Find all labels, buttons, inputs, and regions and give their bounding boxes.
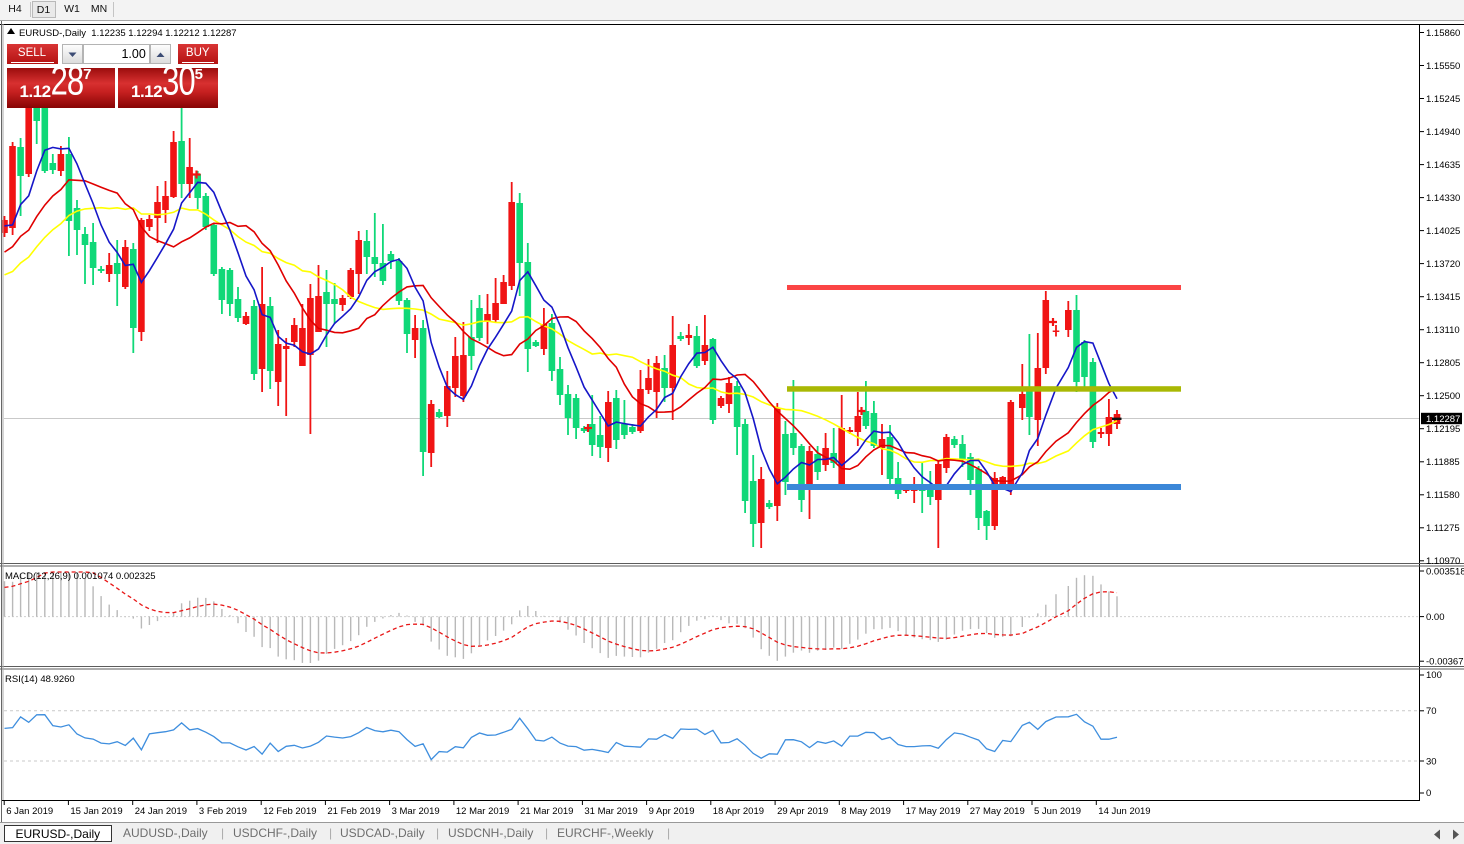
- svg-text:1.14330: 1.14330: [1426, 193, 1460, 204]
- svg-text:1.15860: 1.15860: [1426, 28, 1460, 39]
- svg-text:1.12500: 1.12500: [1426, 391, 1460, 402]
- svg-text:12 Feb 2019: 12 Feb 2019: [263, 806, 316, 817]
- svg-text:6 Jan 2019: 6 Jan 2019: [6, 806, 53, 817]
- svg-text:0.003518: 0.003518: [1426, 566, 1464, 577]
- svg-text:5 Jun 2019: 5 Jun 2019: [1034, 806, 1081, 817]
- svg-text:24 Jan 2019: 24 Jan 2019: [135, 806, 187, 817]
- svg-text:1.10970: 1.10970: [1426, 556, 1460, 567]
- svg-text:1.15550: 1.15550: [1426, 61, 1460, 72]
- svg-text:14 Jun 2019: 14 Jun 2019: [1098, 806, 1150, 817]
- svg-text:21 Mar 2019: 21 Mar 2019: [520, 806, 573, 817]
- svg-text:9 Apr 2019: 9 Apr 2019: [649, 806, 695, 817]
- svg-text:1.13720: 1.13720: [1426, 259, 1460, 270]
- svg-text:3 Mar 2019: 3 Mar 2019: [392, 806, 440, 817]
- svg-text:1.15245: 1.15245: [1426, 94, 1460, 105]
- svg-text:1.12805: 1.12805: [1426, 358, 1460, 369]
- svg-text:21 Feb 2019: 21 Feb 2019: [327, 806, 380, 817]
- svg-text:1.14635: 1.14635: [1426, 160, 1460, 171]
- svg-text:17 May 2019: 17 May 2019: [906, 806, 961, 817]
- svg-text:1.11275: 1.11275: [1426, 523, 1460, 534]
- svg-text:15 Jan 2019: 15 Jan 2019: [70, 806, 122, 817]
- svg-text:29 Apr 2019: 29 Apr 2019: [777, 806, 828, 817]
- svg-text:1.12195: 1.12195: [1426, 424, 1460, 435]
- svg-text:27 May 2019: 27 May 2019: [970, 806, 1025, 817]
- svg-text:0.00: 0.00: [1426, 612, 1445, 623]
- svg-text:1.11885: 1.11885: [1426, 457, 1460, 468]
- svg-text:1.11580: 1.11580: [1426, 490, 1460, 501]
- svg-text:1.13110: 1.13110: [1426, 325, 1460, 336]
- svg-text:0: 0: [1426, 788, 1431, 799]
- svg-text:EURUSD-,Daily 1.12235 1.12294: EURUSD-,Daily 1.12235 1.12294 1.12212 1.…: [19, 28, 237, 39]
- svg-text:1.14025: 1.14025: [1426, 226, 1460, 237]
- svg-text:RSI(14) 48.9260: RSI(14) 48.9260: [5, 674, 75, 685]
- svg-text:31 Mar 2019: 31 Mar 2019: [584, 806, 637, 817]
- svg-text:1.12287: 1.12287: [1426, 414, 1460, 425]
- svg-text:70: 70: [1426, 706, 1437, 717]
- svg-text:100: 100: [1426, 670, 1442, 681]
- svg-text:MACD(12,26,9) 0.001074 0.00232: MACD(12,26,9) 0.001074 0.002325: [5, 571, 156, 582]
- svg-text:30: 30: [1426, 756, 1437, 767]
- svg-text:1.13415: 1.13415: [1426, 292, 1460, 303]
- svg-text:1.14940: 1.14940: [1426, 127, 1460, 138]
- svg-text:8 May 2019: 8 May 2019: [841, 806, 891, 817]
- svg-text:18 Apr 2019: 18 Apr 2019: [713, 806, 764, 817]
- svg-text:3 Feb 2019: 3 Feb 2019: [199, 806, 247, 817]
- svg-text:12 Mar 2019: 12 Mar 2019: [456, 806, 509, 817]
- svg-text:-0.00367: -0.00367: [1426, 657, 1464, 668]
